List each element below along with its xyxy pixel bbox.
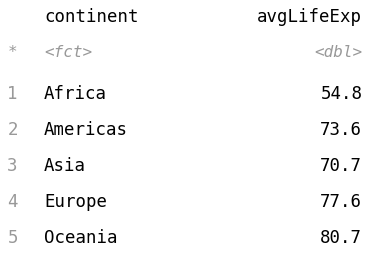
Text: Oceania: Oceania xyxy=(44,229,117,247)
Text: 80.7: 80.7 xyxy=(320,229,362,247)
Text: 54.8: 54.8 xyxy=(320,85,362,103)
Text: 1: 1 xyxy=(7,85,18,103)
Text: Europe: Europe xyxy=(44,193,107,211)
Text: 3: 3 xyxy=(7,157,18,175)
Text: Africa: Africa xyxy=(44,85,107,103)
Text: 2: 2 xyxy=(7,121,18,139)
Text: avgLifeExp: avgLifeExp xyxy=(257,8,362,26)
Text: Americas: Americas xyxy=(44,121,128,139)
Text: Asia: Asia xyxy=(44,157,86,175)
Text: <dbl>: <dbl> xyxy=(314,45,362,60)
Text: 77.6: 77.6 xyxy=(320,193,362,211)
Text: 70.7: 70.7 xyxy=(320,157,362,175)
Text: <fct>: <fct> xyxy=(44,45,92,60)
Text: 4: 4 xyxy=(7,193,18,211)
Text: continent: continent xyxy=(44,8,138,26)
Text: 5: 5 xyxy=(7,229,18,247)
Text: *: * xyxy=(7,45,17,60)
Text: 73.6: 73.6 xyxy=(320,121,362,139)
